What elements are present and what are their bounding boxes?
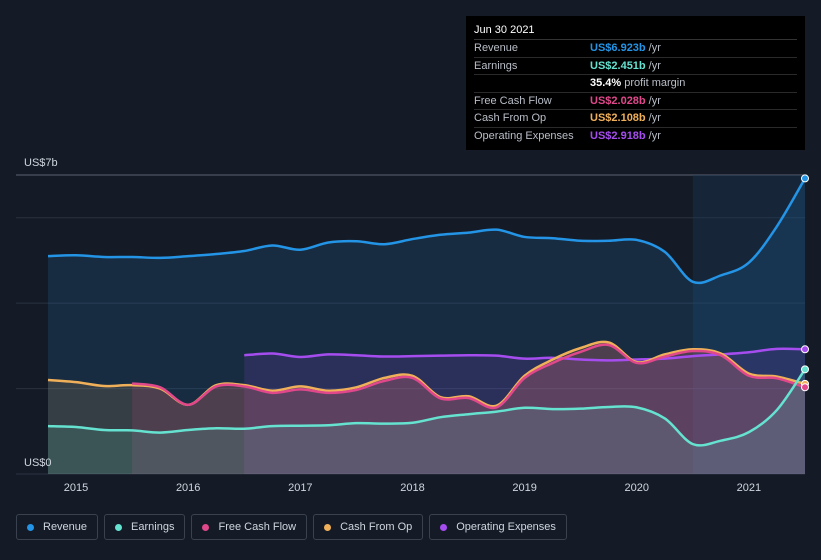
line-free-cash-flow [131, 343, 806, 410]
endpoint-operating-expenses [801, 345, 809, 354]
tooltip-row: Operating Expenses US$2.918b/yr [474, 128, 797, 145]
tooltip-row-value: US$2.108b [590, 112, 646, 124]
legend-dot-icon [324, 523, 332, 531]
tooltip-row-value: US$6.923b [590, 42, 646, 54]
tooltip-date: Jun 30 2021 [474, 22, 797, 40]
tooltip-row-unit: /yr [648, 112, 661, 124]
legend-label: Operating Expenses [456, 521, 556, 533]
tooltip-row-value: US$2.451b [590, 59, 646, 72]
tooltip-row: Revenue US$6.923b/yr [474, 40, 797, 58]
x-tick-label: 2021 [737, 482, 761, 494]
tooltip-row-value: 35.4% [590, 77, 622, 89]
tooltip-row: Earnings US$2.451b/yr [474, 58, 797, 75]
tooltip-row: 35.4% profit margin [474, 75, 797, 93]
line-earnings [47, 368, 807, 447]
forecast-highlight [692, 175, 805, 474]
tooltip-row-unit: profit margin [624, 77, 686, 89]
line-revenue [47, 177, 807, 285]
area-cash-from-op [48, 341, 805, 474]
legend-dot-icon [440, 523, 448, 531]
legend-label: Free Cash Flow [218, 521, 297, 533]
legend-label: Earnings [131, 521, 175, 533]
legend-label: Cash From Op [340, 521, 413, 533]
tooltip-row-label: Revenue [474, 42, 519, 54]
legend-dot-icon [115, 523, 123, 531]
tooltip-row-unit: /yr [648, 94, 661, 107]
tooltip-row-unit: /yr [648, 129, 661, 142]
x-tick-label: 2019 [512, 482, 536, 494]
tooltip-row-label [474, 75, 590, 92]
legend-item-earnings[interactable]: Earnings [104, 514, 186, 540]
tooltip-row-label: Earnings [474, 59, 518, 72]
legend-item-operating-expenses[interactable]: Operating Expenses [429, 514, 567, 540]
area-earnings [48, 369, 805, 474]
tooltip-row-label: Cash From Op [474, 112, 547, 124]
tooltip-row: Cash From Op US$2.108b/yr [474, 110, 797, 128]
x-tick-label: 2015 [64, 482, 88, 494]
area-free-cash-flow [132, 344, 806, 474]
y-axis-top-label: US$7b [24, 157, 58, 169]
y-axis-bottom-label: US$0 [24, 457, 52, 469]
line-operating-expenses [244, 347, 806, 362]
legend-item-cash-from-op[interactable]: Cash From Op [313, 514, 424, 540]
tooltip-row-value: US$2.028b [590, 94, 646, 107]
endpoint-revenue [801, 174, 809, 183]
legend-item-free-cash-flow[interactable]: Free Cash Flow [191, 514, 308, 540]
data-tooltip: Jun 30 2021 Revenue US$6.923b/yr Earnings U… [466, 16, 805, 150]
endpoint-free-cash-flow [801, 383, 809, 392]
x-tick-label: 2018 [400, 482, 424, 494]
x-tick-label: 2020 [625, 482, 649, 494]
tooltip-row-unit: /yr [648, 42, 661, 54]
tooltip-row-label: Free Cash Flow [474, 94, 552, 107]
x-tick-label: 2017 [288, 482, 312, 494]
legend-dot-icon [202, 523, 210, 531]
tooltip-row-label: Operating Expenses [474, 129, 574, 142]
chart-legend: Revenue Earnings Free Cash Flow Cash From O… [16, 514, 567, 540]
tooltip-row-unit: /yr [648, 59, 661, 72]
x-tick-label: 2016 [176, 482, 200, 494]
tooltip-row: Free Cash Flow US$2.028b/yr [474, 93, 797, 110]
legend-label: Revenue [43, 521, 88, 533]
legend-item-revenue[interactable]: Revenue [16, 514, 99, 540]
tooltip-row-value: US$2.918b [590, 129, 646, 142]
legend-dot-icon [27, 523, 34, 531]
endpoint-earnings [801, 365, 809, 374]
